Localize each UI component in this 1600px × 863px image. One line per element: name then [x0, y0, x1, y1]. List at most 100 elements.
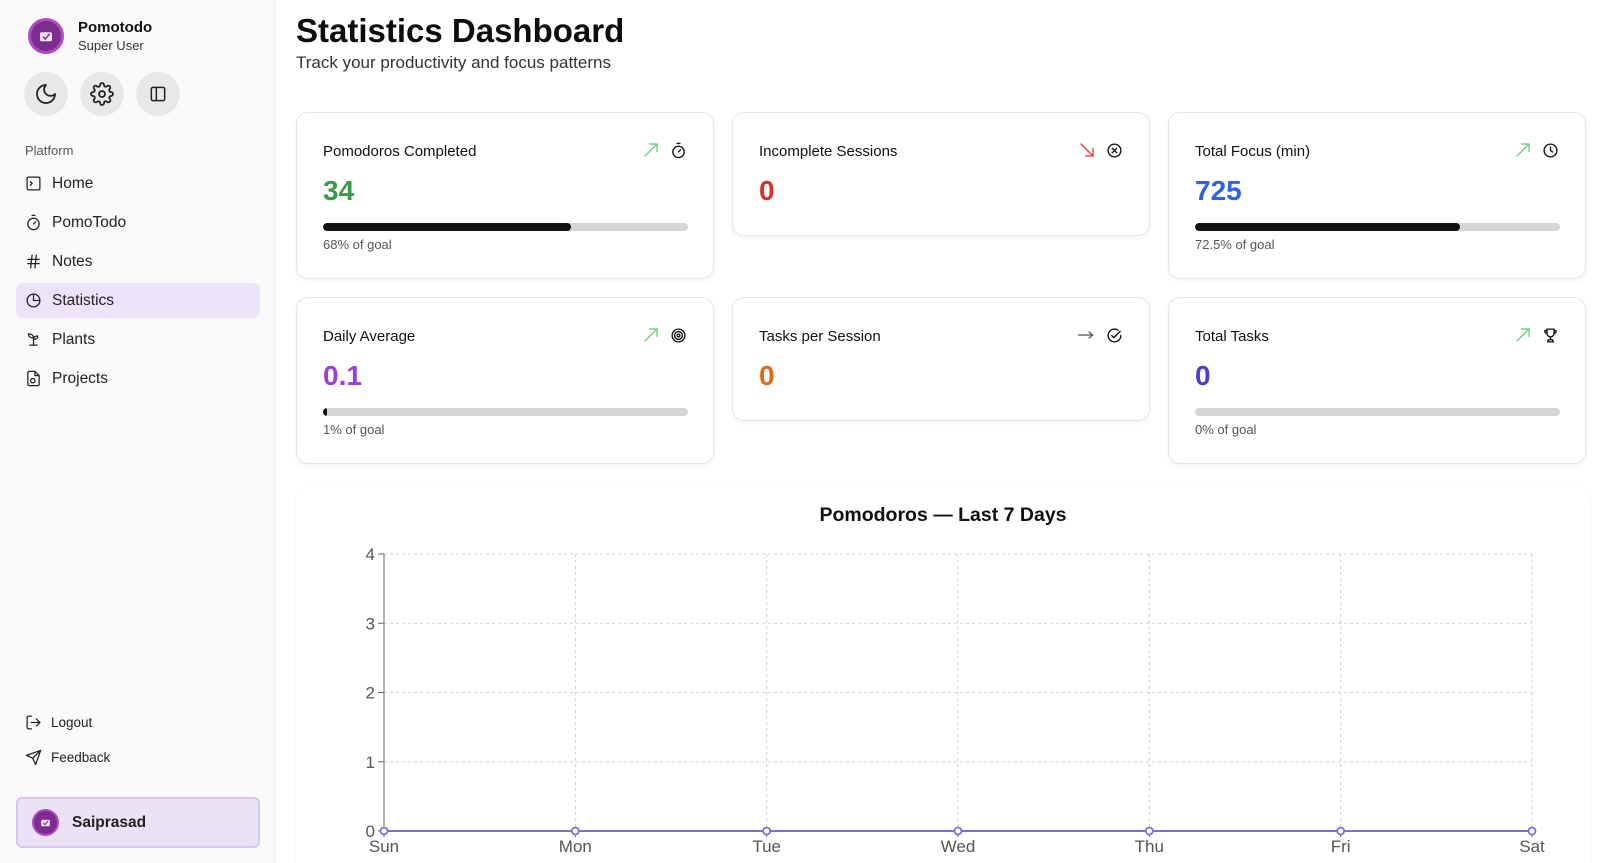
circle-check-icon: [1107, 327, 1122, 343]
x-tick-label: Mon: [559, 837, 592, 856]
avatar: [32, 809, 59, 836]
timer-icon: [27, 214, 40, 231]
pomodoros-line-chart: 0 1 2 3 4 Sun Mon Tue Wed Thu Fri Sat: [366, 545, 1545, 856]
settings-button[interactable]: [80, 72, 124, 116]
goal-text: 72.5% of goal: [1195, 237, 1275, 252]
card-label: Total Tasks: [1195, 328, 1269, 345]
data-point: [762, 826, 772, 836]
card-label: Total Focus (min): [1195, 143, 1311, 160]
trend-up-icon: [644, 328, 658, 342]
progress-bar: [323, 408, 688, 416]
card-label: Pomodoros Completed: [323, 143, 477, 160]
brand[interactable]: Pomotodo Super User: [28, 18, 152, 54]
progress-bar: [1195, 223, 1560, 231]
target-icon: [671, 327, 686, 343]
sidebar-item-label: Statistics: [52, 291, 115, 309]
sidebar-item-statistics[interactable]: Statistics: [16, 283, 260, 318]
user-name: Saiprasad: [72, 813, 147, 831]
page-title: Statistics Dashboard: [296, 12, 625, 49]
sprout-icon: [27, 333, 39, 346]
data-point: [953, 826, 963, 836]
data-point: [1336, 826, 1346, 836]
stat-card-total-tasks: Total Tasks 0 0% of goal: [1168, 297, 1586, 464]
stat-card-incomplete-sessions: Incomplete Sessions 0: [732, 112, 1150, 236]
goal-text: 68% of goal: [323, 237, 392, 252]
feedback-link[interactable]: Feedback: [25, 745, 110, 769]
progress-bar: [323, 223, 688, 231]
x-tick-label: Sun: [369, 837, 399, 856]
card-value: 725: [1195, 175, 1242, 206]
timer-icon: [672, 142, 685, 158]
sidebar-item-home[interactable]: Home: [16, 166, 260, 201]
sidebar-item-label: PomoTodo: [52, 213, 127, 231]
trend-up-icon: [1516, 143, 1530, 157]
x-tick-label: Wed: [941, 837, 976, 856]
data-point: [379, 826, 389, 836]
section-label-platform: Platform: [25, 143, 74, 158]
chart-title: Pomodoros — Last 7 Days: [819, 504, 1067, 526]
circle-x-icon: [1107, 142, 1122, 158]
card-label: Incomplete Sessions: [759, 143, 898, 160]
panel-left-icon: [150, 86, 166, 102]
sidebar: Pomotodo Super User Platform Home PomoTo…: [0, 0, 276, 863]
trend-down-icon: [1080, 143, 1094, 157]
trend-flat-icon: [1077, 331, 1094, 339]
stat-card-pomodoros-completed: Pomodoros Completed 34 68% of goal: [296, 112, 714, 279]
y-tick-label: 0: [366, 822, 375, 841]
user-menu-button[interactable]: Saiprasad: [16, 797, 260, 848]
page-subtitle: Track your productivity and focus patter…: [296, 53, 611, 72]
trend-up-icon: [1516, 328, 1530, 342]
card-value: 0: [759, 360, 775, 391]
home-icon: [26, 176, 41, 191]
hash-icon: [27, 254, 40, 269]
pomodoros-chart-card: Pomodoros — Last 7 Days 0 1 2 3 4 Sun Mon Tue We…: [296, 488, 1590, 863]
card-value: 0: [759, 175, 775, 206]
y-tick-label: 2: [366, 684, 375, 703]
sidebar-item-plants[interactable]: Plants: [16, 322, 260, 357]
card-label: Daily Average: [323, 328, 416, 345]
y-tick-label: 4: [366, 545, 375, 564]
trend-up-icon: [644, 143, 658, 157]
moon-icon: [36, 84, 56, 104]
card-label: Tasks per Session: [759, 328, 881, 345]
feedback-label: Feedback: [51, 749, 111, 765]
goal-text: 1% of goal: [323, 422, 385, 437]
x-tick-label: Thu: [1135, 837, 1164, 856]
x-tick-label: Tue: [752, 837, 781, 856]
sidebar-item-pomotodo[interactable]: PomoTodo: [16, 205, 260, 240]
brand-name: Pomotodo: [78, 19, 153, 36]
progress-bar: [1195, 408, 1560, 416]
gear-icon: [90, 82, 114, 106]
brand-role: Super User: [78, 38, 144, 53]
sidebar-item-projects[interactable]: Projects: [16, 361, 260, 396]
sidebar-nav: Home PomoTodo Notes Statistics Plants Pr…: [16, 166, 260, 400]
folder-icon: [27, 370, 40, 387]
x-tick-label: Sat: [1519, 837, 1545, 856]
clock-icon: [1543, 142, 1558, 158]
goal-text: 0% of goal: [1195, 422, 1257, 437]
card-value: 34: [323, 175, 355, 206]
theme-toggle-button[interactable]: [24, 72, 68, 116]
card-value: 0.1: [323, 360, 362, 391]
card-value: 0: [1195, 360, 1211, 391]
pie-chart-icon: [26, 293, 41, 308]
logout-link[interactable]: Logout: [25, 710, 110, 734]
stat-card-total-focus: Total Focus (min) 725 72.5% of goal: [1168, 112, 1586, 279]
brand-logo-icon: [28, 18, 64, 54]
y-tick-label: 1: [366, 753, 375, 772]
sidebar-item-label: Home: [52, 174, 94, 192]
data-point: [570, 826, 580, 836]
logout-label: Logout: [51, 714, 93, 730]
sidebar-toggle-button[interactable]: [136, 72, 180, 116]
sidebar-item-notes[interactable]: Notes: [16, 244, 260, 279]
sidebar-item-label: Notes: [52, 252, 93, 270]
sidebar-item-label: Projects: [52, 369, 108, 387]
logout-icon: [26, 714, 41, 730]
y-tick-label: 3: [366, 614, 375, 633]
x-tick-label: Fri: [1331, 837, 1351, 856]
stat-card-daily-average: Daily Average 0.1 1% of goal: [296, 297, 714, 464]
data-point: [1527, 826, 1537, 836]
stat-card-tasks-per-session: Tasks per Session 0: [732, 297, 1150, 421]
data-point: [1144, 826, 1154, 836]
sidebar-item-label: Plants: [52, 330, 96, 348]
